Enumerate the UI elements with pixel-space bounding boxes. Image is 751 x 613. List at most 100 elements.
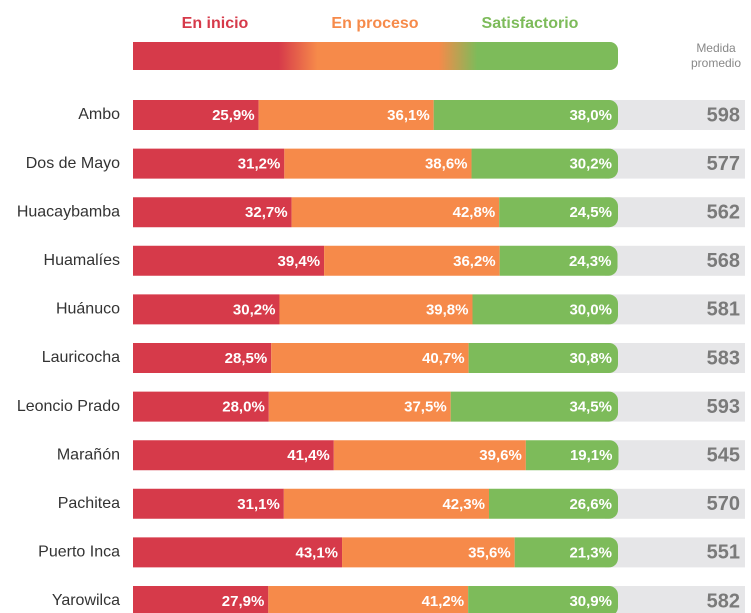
legend-label: Satisfactorio: [482, 15, 579, 32]
bar-segment: [133, 586, 269, 613]
side-value: 568: [707, 250, 740, 272]
value-label: 43,1%: [295, 544, 338, 561]
bar-segment: [133, 343, 272, 373]
side-value: 593: [707, 396, 740, 418]
value-label: 39,8%: [426, 301, 469, 318]
category-label: Dos de Mayo: [26, 155, 120, 172]
category-label: Puerto Inca: [38, 544, 120, 561]
side-box: [605, 440, 745, 471]
value-label: 25,9%: [212, 107, 255, 124]
side-box: [605, 148, 745, 179]
category-label: Huamalíes: [44, 252, 120, 269]
legend-gradient: [133, 42, 618, 70]
value-label: 36,2%: [453, 253, 496, 270]
legend-label: En inicio: [182, 15, 249, 32]
legend-label: En proceso: [331, 15, 418, 32]
bar-segment: [468, 343, 618, 373]
bar-segment: [324, 245, 500, 276]
bar-segment: [499, 197, 618, 228]
side-box: [605, 100, 745, 130]
bar-segment: [133, 391, 269, 422]
value-label: 28,0%: [222, 399, 265, 416]
category-label: Ambo: [78, 106, 120, 123]
bar-segment: [258, 100, 434, 130]
side-value: 570: [707, 493, 740, 515]
side-box: [605, 245, 745, 276]
bar-segment: [284, 148, 472, 179]
bar-segment: [514, 537, 618, 568]
side-box: [605, 391, 745, 422]
side-value: 598: [707, 104, 740, 126]
bar-segment: [133, 488, 284, 519]
side-value: 577: [707, 153, 740, 175]
category-label: Pachitea: [58, 495, 120, 512]
side-box: [605, 197, 745, 228]
bar-segment: [279, 294, 473, 325]
value-label: 38,0%: [569, 107, 612, 124]
value-label: 39,4%: [278, 253, 321, 270]
category-label: Marañón: [57, 446, 120, 463]
bar-segment: [342, 537, 515, 568]
bar-segment: [472, 294, 618, 325]
value-label: 30,2%: [569, 156, 612, 173]
side-value: 583: [707, 347, 740, 369]
bar-segment: [291, 197, 500, 228]
side-value: 581: [707, 299, 740, 321]
value-label: 41,4%: [287, 447, 330, 464]
side-value: 562: [707, 201, 740, 223]
bar-segment: [525, 440, 619, 471]
bar-segment: [133, 440, 334, 471]
category-label: Yarowilca: [52, 592, 120, 609]
value-label: 24,3%: [569, 253, 612, 270]
bar-segment: [488, 488, 618, 519]
bar-segment: [271, 343, 469, 373]
side-box: [605, 343, 745, 373]
side-title: promedio: [691, 56, 741, 70]
bar-segment: [133, 148, 285, 179]
value-label: 32,7%: [245, 204, 288, 221]
bar-segment: [268, 391, 451, 422]
bar-segment: [133, 294, 280, 325]
side-value: 551: [707, 542, 740, 564]
bar-segment: [499, 245, 618, 276]
value-label: 31,2%: [238, 156, 281, 173]
category-label: Leoncio Prado: [17, 398, 120, 415]
bar-segment: [133, 197, 292, 228]
value-label: 40,7%: [422, 350, 465, 367]
value-label: 41,2%: [422, 593, 465, 610]
value-label: 31,1%: [237, 496, 280, 513]
value-label: 39,6%: [479, 447, 522, 464]
value-label: 19,1%: [570, 447, 613, 464]
bar-segment: [433, 100, 618, 130]
value-label: 36,1%: [387, 107, 430, 124]
bar-segment: [283, 488, 489, 519]
value-label: 30,2%: [233, 301, 276, 318]
side-value: 582: [707, 590, 740, 612]
value-label: 26,6%: [569, 496, 612, 513]
value-label: 30,8%: [569, 350, 612, 367]
side-box: [605, 586, 745, 613]
value-label: 38,6%: [425, 156, 468, 173]
bar-segment: [333, 440, 526, 471]
value-label: 27,9%: [222, 593, 265, 610]
bar-segment: [133, 537, 343, 568]
value-label: 42,3%: [442, 496, 485, 513]
bar-segment: [133, 100, 259, 130]
value-label: 28,5%: [225, 350, 268, 367]
bar-segment: [471, 148, 618, 179]
side-value: 545: [707, 444, 740, 466]
bar-segment: [133, 245, 325, 276]
value-label: 37,5%: [404, 399, 447, 416]
value-label: 42,8%: [453, 204, 496, 221]
value-label: 30,9%: [569, 593, 612, 610]
category-label: Huacaybamba: [17, 203, 120, 220]
bar-segment: [268, 586, 469, 613]
value-label: 34,5%: [569, 399, 612, 416]
category-label: Huánuco: [56, 301, 120, 318]
value-label: 24,5%: [569, 204, 612, 221]
side-box: [605, 488, 745, 519]
category-label: Lauricocha: [42, 349, 120, 366]
side-title: Medida: [696, 41, 736, 55]
side-box: [605, 537, 745, 568]
